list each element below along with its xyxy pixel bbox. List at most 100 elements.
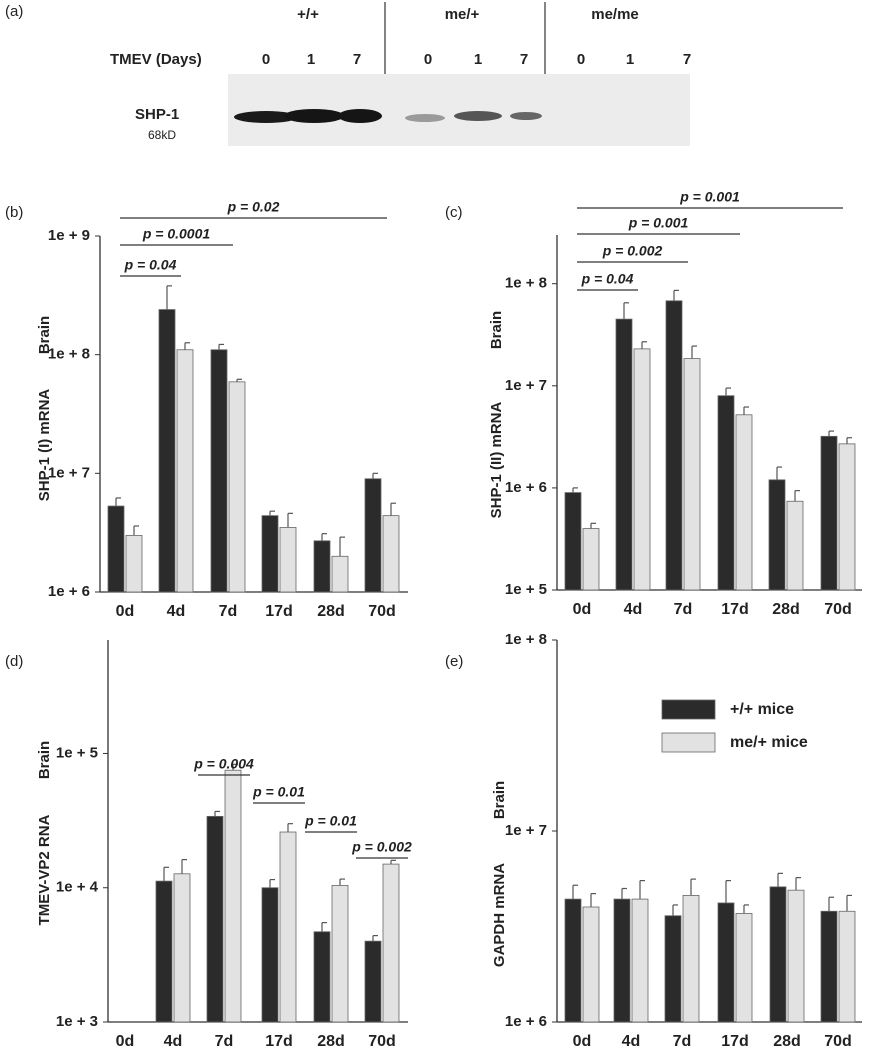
bar bbox=[564, 898, 582, 1023]
bar bbox=[261, 515, 279, 593]
x-tick-label: 4d bbox=[622, 1033, 641, 1050]
p-value: p = 0.01 bbox=[252, 784, 305, 800]
x-tick-label: 17d bbox=[265, 603, 293, 620]
y-axis-label: TMEV-VP2 RNA bbox=[36, 814, 53, 925]
bar bbox=[613, 898, 631, 1023]
y-axis-label: SHP-1 (II) mRNA bbox=[488, 402, 505, 519]
panel-label: (a) bbox=[5, 3, 23, 20]
x-tick-label: 17d bbox=[721, 1033, 749, 1050]
day-label: 1 bbox=[626, 51, 634, 68]
bar bbox=[206, 815, 224, 1023]
bar bbox=[261, 887, 279, 1023]
bar bbox=[364, 940, 382, 1023]
p-value: p = 0.004 bbox=[193, 756, 254, 772]
p-value: p = 0.02 bbox=[227, 199, 280, 215]
bar bbox=[158, 309, 176, 593]
genotype-label: me/me bbox=[591, 6, 639, 23]
genotype-label: me/+ bbox=[445, 6, 480, 23]
bar bbox=[331, 555, 349, 593]
panel-label: (e) bbox=[445, 653, 463, 670]
legend-swatch bbox=[661, 732, 716, 753]
x-tick-label: 4d bbox=[164, 1033, 183, 1050]
x-tick-label: 70d bbox=[824, 1033, 852, 1050]
bar bbox=[382, 863, 400, 1023]
y-tick-label: 1e + 3 bbox=[56, 1013, 98, 1030]
y-tick-label: 1e + 5 bbox=[56, 744, 98, 761]
p-value: p = 0.04 bbox=[581, 271, 634, 287]
blot-band bbox=[510, 112, 542, 120]
bar bbox=[820, 435, 838, 591]
size-label: 68kD bbox=[148, 128, 176, 142]
x-tick-label: 7d bbox=[674, 601, 693, 618]
x-tick-label: 0d bbox=[573, 1033, 592, 1050]
x-tick-label: 70d bbox=[368, 1033, 396, 1050]
x-tick-label: 28d bbox=[317, 1033, 345, 1050]
bar bbox=[176, 349, 194, 593]
day-label: 7 bbox=[520, 51, 528, 68]
panel-label: (c) bbox=[445, 204, 463, 221]
y-tick-label: 1e + 7 bbox=[505, 822, 547, 839]
p-value: p = 0.0001 bbox=[142, 226, 211, 242]
bar bbox=[125, 534, 143, 593]
x-tick-label: 28d bbox=[772, 601, 800, 618]
day-label: 1 bbox=[474, 51, 482, 68]
bar bbox=[735, 913, 753, 1023]
y-axis-label: GAPDH mRNA bbox=[491, 863, 508, 967]
x-tick-label: 17d bbox=[265, 1033, 293, 1050]
blot-band bbox=[234, 111, 298, 123]
x-tick-label: 70d bbox=[824, 601, 852, 618]
bar bbox=[313, 540, 331, 593]
y-tick-label: 1e + 6 bbox=[505, 1013, 547, 1030]
x-tick-label: 28d bbox=[317, 603, 345, 620]
y-tick-label: 1e + 5 bbox=[505, 581, 547, 598]
y-tick-label: 1e + 4 bbox=[56, 879, 99, 896]
x-tick-label: 7d bbox=[219, 603, 238, 620]
bar bbox=[665, 300, 683, 591]
y-axis-label: SHP-1 (I) mRNA bbox=[36, 389, 53, 502]
bar bbox=[382, 515, 400, 593]
blot-band bbox=[284, 109, 344, 123]
blot-membrane bbox=[228, 74, 690, 146]
x-tick-label: 0d bbox=[573, 601, 592, 618]
bar bbox=[228, 381, 246, 593]
bar bbox=[564, 492, 582, 591]
bar bbox=[364, 478, 382, 593]
p-value: p = 0.01 bbox=[304, 813, 357, 829]
x-tick-label: 0d bbox=[116, 603, 135, 620]
tissue-label: Brain bbox=[36, 316, 53, 354]
panel-label: (b) bbox=[5, 204, 23, 221]
tissue-label: Brain bbox=[36, 741, 53, 779]
day-label: 7 bbox=[683, 51, 691, 68]
y-tick-label: 1e + 6 bbox=[505, 479, 547, 496]
bar bbox=[683, 358, 701, 591]
bar bbox=[279, 527, 297, 593]
bar bbox=[820, 910, 838, 1023]
blot-band bbox=[454, 111, 502, 121]
bar bbox=[279, 831, 297, 1023]
bar bbox=[582, 528, 600, 591]
bar bbox=[838, 910, 856, 1023]
bar bbox=[769, 886, 787, 1023]
bar bbox=[313, 931, 331, 1023]
bar bbox=[582, 906, 600, 1023]
bar bbox=[787, 889, 805, 1023]
x-tick-label: 28d bbox=[773, 1033, 801, 1050]
y-tick-label: 1e + 7 bbox=[48, 464, 90, 481]
legend-swatch bbox=[661, 699, 716, 720]
y-tick-label: 1e + 8 bbox=[505, 275, 547, 292]
p-value: p = 0.04 bbox=[124, 257, 177, 273]
bar bbox=[633, 348, 651, 591]
x-tick-label: 4d bbox=[624, 601, 643, 618]
day-label: 7 bbox=[353, 51, 361, 68]
y-tick-label: 1e + 9 bbox=[48, 227, 90, 244]
bar bbox=[210, 349, 228, 593]
bar bbox=[717, 395, 735, 591]
bar bbox=[331, 885, 349, 1023]
x-tick-label: 4d bbox=[167, 603, 186, 620]
legend-label: +/+ mice bbox=[730, 701, 794, 718]
tissue-label: Brain bbox=[491, 781, 508, 819]
p-value: p = 0.001 bbox=[628, 215, 689, 231]
panel-label: (d) bbox=[5, 653, 23, 670]
tissue-label: Brain bbox=[488, 311, 505, 349]
